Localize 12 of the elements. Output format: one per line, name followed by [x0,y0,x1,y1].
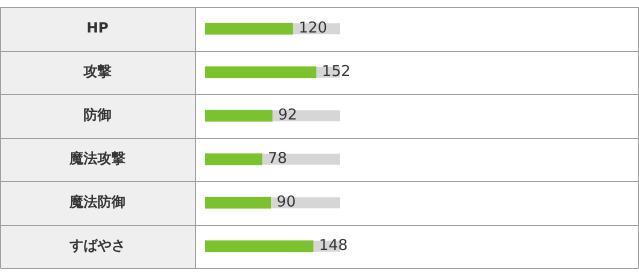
y-tick-label: 魔法防御 [68,193,126,210]
y-tick-label: すばやさ [68,238,126,254]
data-label: 92 [278,106,298,124]
y-tick-label: 防御 [84,106,112,124]
data-label: 120 [298,18,328,37]
data-label: 90 [276,192,296,211]
data-label: 78 [268,149,288,168]
y-tick-label: HP [86,20,108,36]
y-tick-label: 魔法攻撃 [68,150,126,167]
data-label: 152 [322,62,351,80]
data-label: 148 [319,236,348,254]
y-tick-label: 攻撃 [82,64,112,80]
